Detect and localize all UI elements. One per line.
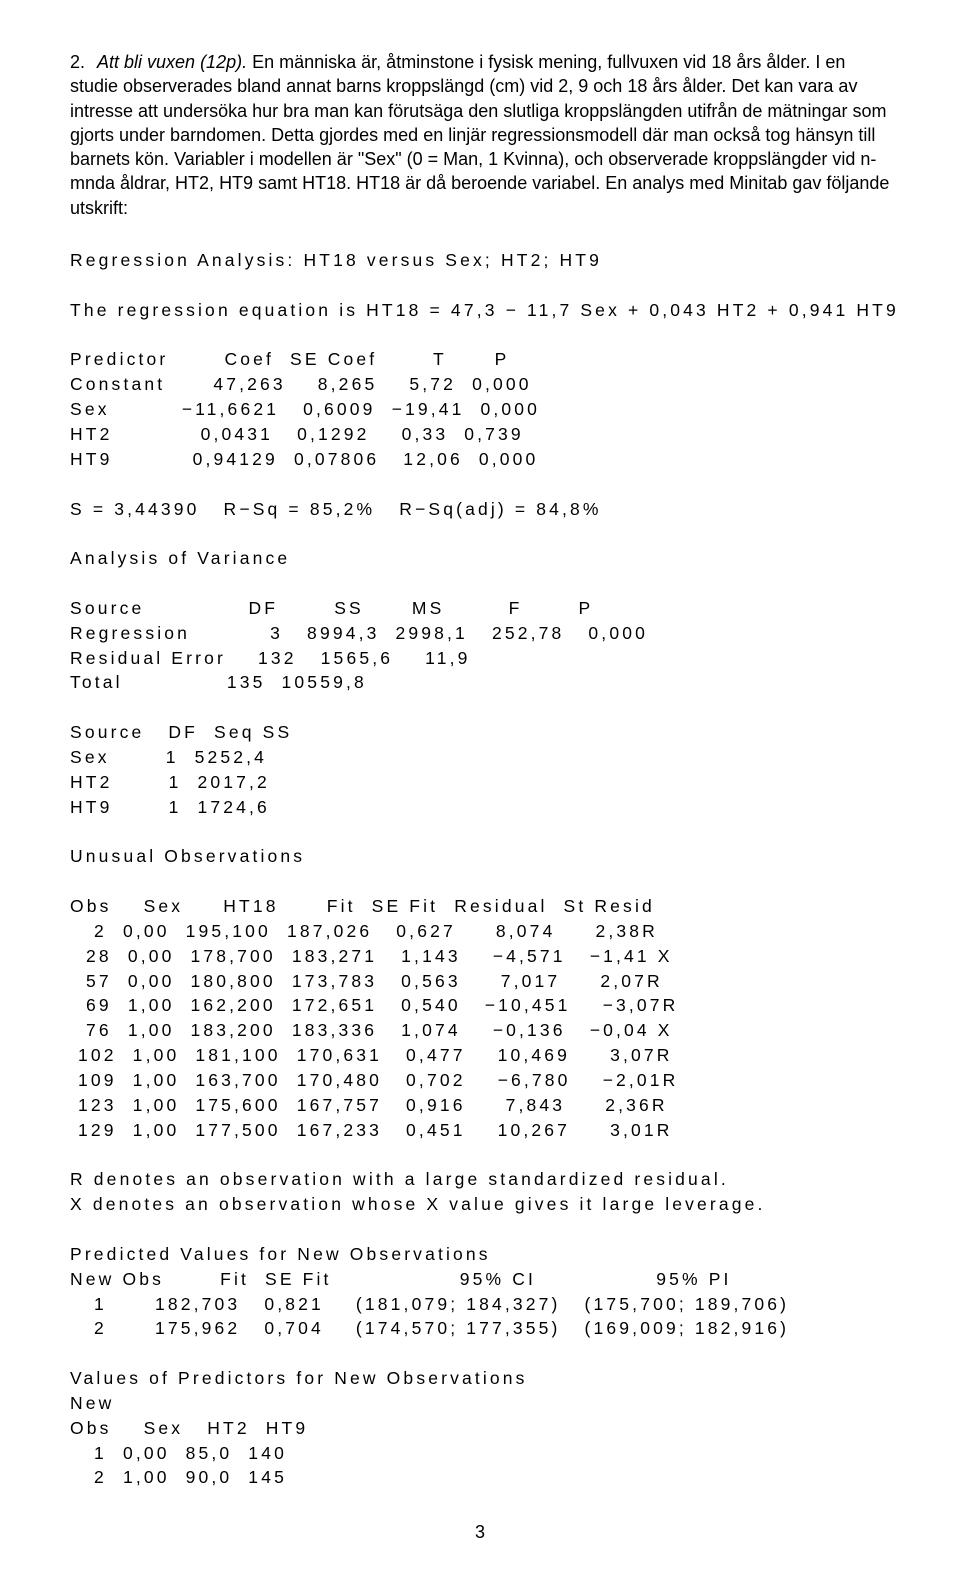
page-number: 3 [70,1522,890,1543]
problem-title: Att bli vuxen (12p). [97,52,247,72]
problem-statement: 2. Att bli vuxen (12p). En människa är, … [70,50,890,220]
problem-body: En människa är, åtminstone i fysisk meni… [70,52,889,218]
minitab-output: Regression Analysis: HT18 versus Sex; HT… [70,248,890,1490]
item-number: 2. [70,50,92,74]
